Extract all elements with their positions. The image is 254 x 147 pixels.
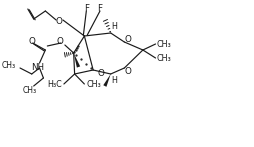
Text: CH₃: CH₃ [2, 61, 16, 70]
Text: CH₃: CH₃ [23, 86, 37, 95]
Text: H₃C: H₃C [47, 80, 62, 88]
Text: O: O [124, 66, 131, 76]
Text: NH: NH [31, 62, 44, 71]
Text: CH₃: CH₃ [156, 54, 171, 62]
Text: O: O [56, 36, 63, 46]
Polygon shape [103, 74, 110, 87]
Polygon shape [73, 53, 80, 68]
Text: F: F [84, 4, 88, 12]
Text: F: F [97, 4, 102, 12]
Text: CH₃: CH₃ [86, 80, 101, 88]
Text: O: O [28, 36, 35, 46]
Text: O: O [124, 35, 131, 44]
Text: H: H [111, 21, 117, 30]
Text: H: H [111, 76, 117, 85]
Text: O: O [97, 69, 104, 77]
Text: CH₃: CH₃ [156, 40, 171, 49]
Text: O: O [55, 16, 62, 25]
